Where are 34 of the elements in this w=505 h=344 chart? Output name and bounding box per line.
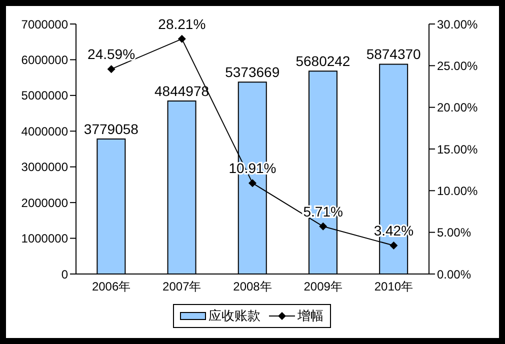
data-label: 28.21% (158, 16, 206, 32)
point (319, 222, 328, 230)
y-tick-label: 4000000 (21, 124, 68, 138)
x-tick-label: 2007年 (162, 280, 202, 294)
y-tick-label: 5000000 (21, 88, 68, 103)
data-label: 5874370 (366, 46, 422, 62)
data-label: 4844978 (154, 82, 210, 99)
y2-tick-label: 0.00% (437, 267, 472, 282)
y2-tick-label: 5.00% (437, 226, 472, 240)
x-tick-label: 2008年 (233, 280, 272, 294)
data-label: 24.59% (88, 46, 136, 62)
y2-tick-label: 15.00% (437, 142, 478, 156)
y2-tick-label: 10.00% (437, 184, 478, 198)
y-tick-label: 0 (61, 267, 68, 282)
y-tick-label: 6000000 (21, 52, 68, 67)
y-tick-label: 7000000 (21, 17, 68, 32)
legend-label: 应收账款 (208, 307, 260, 325)
point (107, 65, 116, 74)
y2-tick-label: 25.00% (437, 58, 478, 73)
point (248, 179, 256, 188)
y-tick-label: 3000000 (21, 160, 68, 174)
data-label: 5373669 (225, 64, 280, 80)
y-tick-label: 2000000 (21, 196, 68, 210)
x-tick-label: 2006年 (92, 280, 131, 294)
y2-tick-label: 30.00% (437, 17, 478, 32)
x-tick-label: 2009年 (304, 280, 342, 294)
data-label: 3779058 (84, 121, 139, 138)
point (390, 242, 398, 250)
x-tick-label: 2010年 (374, 280, 414, 294)
y-tick-label: 1000000 (21, 232, 68, 246)
y2-tick-label: 20.00% (437, 100, 478, 115)
data-label: 5680242 (296, 53, 350, 70)
point (178, 34, 186, 43)
legend-label: 增幅 (298, 307, 324, 325)
